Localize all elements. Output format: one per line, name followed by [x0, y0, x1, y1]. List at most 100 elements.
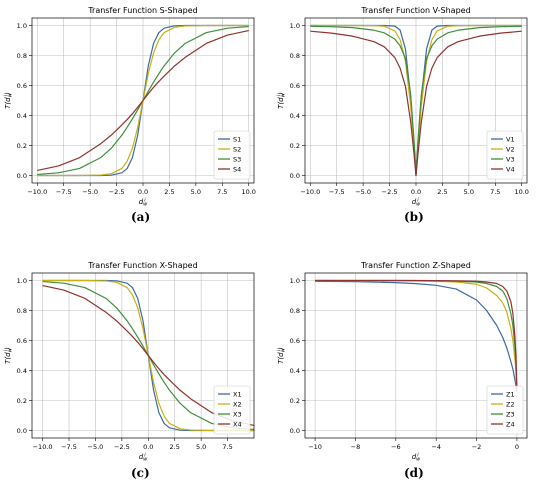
- x-tick-label: 5.0: [196, 443, 206, 451]
- x-tick-label: −7.5: [56, 188, 72, 196]
- x-tick-label: −6: [391, 443, 401, 451]
- x-axis-label: dwi: [412, 453, 421, 463]
- x-tick-label: 7.5: [222, 443, 232, 451]
- y-tick-label: 0.0: [17, 172, 27, 180]
- x-tick-label: 5.0: [191, 188, 201, 196]
- y-tick-label: 0.0: [290, 172, 300, 180]
- y-tick-label: 0.4: [17, 112, 27, 120]
- x-tick-label: 0: [515, 443, 519, 451]
- x-tick-label: −4: [431, 443, 441, 451]
- legend-label: S4: [233, 165, 241, 173]
- legend-box: [486, 385, 524, 435]
- caption-b: (b): [404, 210, 424, 224]
- legend-label: V3: [506, 155, 515, 163]
- x-tick-label: 5.0: [464, 188, 474, 196]
- y-axis-label: T(dwi): [277, 347, 287, 364]
- x-tick-label: −5.0: [82, 188, 98, 196]
- legend-label: X1: [233, 390, 242, 398]
- legend-label: Z1: [506, 390, 515, 398]
- x-tick-label: −10.0: [300, 188, 320, 196]
- chart-title-1: Transfer Function V-Shaped: [360, 6, 470, 15]
- y-axis-label: T(dwi): [4, 347, 14, 364]
- x-tick-label: −5.0: [88, 443, 104, 451]
- legend-label: X4: [233, 420, 242, 428]
- x-tick-label: −7.5: [61, 443, 77, 451]
- plot-frame: [304, 272, 528, 439]
- series-line-s4: [37, 30, 249, 171]
- legend-box: [213, 385, 251, 435]
- y-tick-label: 0.0: [17, 427, 27, 435]
- x-tick-label: 10.0: [241, 188, 255, 196]
- x-tick-label: 7.5: [217, 188, 227, 196]
- legend-label: S1: [233, 135, 241, 143]
- chart-title-0: Transfer Function S-Shaped: [87, 6, 197, 15]
- legend-label: Z2: [506, 400, 515, 408]
- series-line-x4: [42, 285, 255, 426]
- x-tick-label: 2.5: [164, 188, 174, 196]
- x-tick-label: 0.0: [411, 188, 421, 196]
- y-axis-label: T(dwi): [4, 92, 14, 109]
- chart-title-2: Transfer Function X-Shaped: [87, 261, 197, 270]
- y-tick-label: 0.8: [17, 52, 27, 60]
- plot-frame: [31, 272, 255, 439]
- y-tick-label: 0.8: [17, 307, 27, 315]
- x-tick-label: −5.0: [355, 188, 371, 196]
- y-tick-label: 0.2: [290, 397, 300, 405]
- y-tick-label: 0.4: [290, 112, 300, 120]
- caption-c: (c): [131, 466, 150, 480]
- y-axis-label: T(dwi): [277, 92, 287, 109]
- y-tick-label: 0.6: [290, 337, 300, 345]
- y-tick-label: 0.6: [17, 337, 27, 345]
- x-tick-label: 0.0: [138, 188, 148, 196]
- legend-box: [486, 130, 524, 180]
- x-tick-label: −10.0: [33, 443, 53, 451]
- x-tick-label: −2: [472, 443, 482, 451]
- y-tick-label: 0.6: [17, 82, 27, 90]
- legend-label: Z4: [506, 420, 515, 428]
- x-tick-label: −10: [308, 443, 322, 451]
- plot-frame: [31, 17, 255, 184]
- legend-label: X2: [233, 400, 242, 408]
- x-tick-label: 0.0: [143, 443, 153, 451]
- y-tick-label: 0.4: [17, 367, 27, 375]
- series-line-z1: [315, 280, 518, 392]
- x-axis-label: dwi: [412, 198, 421, 208]
- x-tick-label: −2.5: [109, 188, 125, 196]
- x-tick-label: 7.5: [490, 188, 500, 196]
- legend-box: [213, 130, 251, 180]
- legend-label: V4: [506, 165, 515, 173]
- series-line-z4: [315, 279, 518, 392]
- legend-label: V2: [506, 145, 515, 153]
- legend-label: Z3: [506, 410, 515, 418]
- legend-label: S2: [233, 145, 241, 153]
- y-tick-label: 0.8: [290, 52, 300, 60]
- x-tick-label: 10.0: [514, 188, 528, 196]
- series-line-z2: [315, 279, 518, 389]
- x-tick-label: −10.0: [27, 188, 47, 196]
- y-tick-label: 1.0: [290, 277, 300, 285]
- caption-a: (a): [131, 210, 151, 224]
- x-tick-label: −2.5: [114, 443, 130, 451]
- series-line-z3: [315, 279, 518, 391]
- plot-frame: [304, 17, 528, 184]
- y-tick-label: 0.2: [17, 397, 27, 405]
- x-axis-label: dwi: [139, 198, 148, 208]
- x-tick-label: −7.5: [329, 188, 345, 196]
- x-axis-label: dwi: [139, 453, 148, 463]
- x-tick-label: 2.5: [170, 443, 180, 451]
- caption-d: (d): [404, 466, 424, 480]
- x-tick-label: −2.5: [382, 188, 398, 196]
- y-tick-label: 0.0: [290, 427, 300, 435]
- y-tick-label: 1.0: [17, 277, 27, 285]
- series-line-v4: [310, 30, 522, 177]
- chart-title-3: Transfer Function Z-Shaped: [360, 261, 471, 270]
- x-tick-label: 2.5: [437, 188, 447, 196]
- y-tick-label: 1.0: [290, 22, 300, 30]
- y-tick-label: 0.6: [290, 82, 300, 90]
- legend-label: S3: [233, 155, 241, 163]
- y-tick-label: 1.0: [17, 22, 27, 30]
- y-tick-label: 0.2: [17, 142, 27, 150]
- legend-label: X3: [233, 410, 242, 418]
- x-tick-label: −8: [351, 443, 361, 451]
